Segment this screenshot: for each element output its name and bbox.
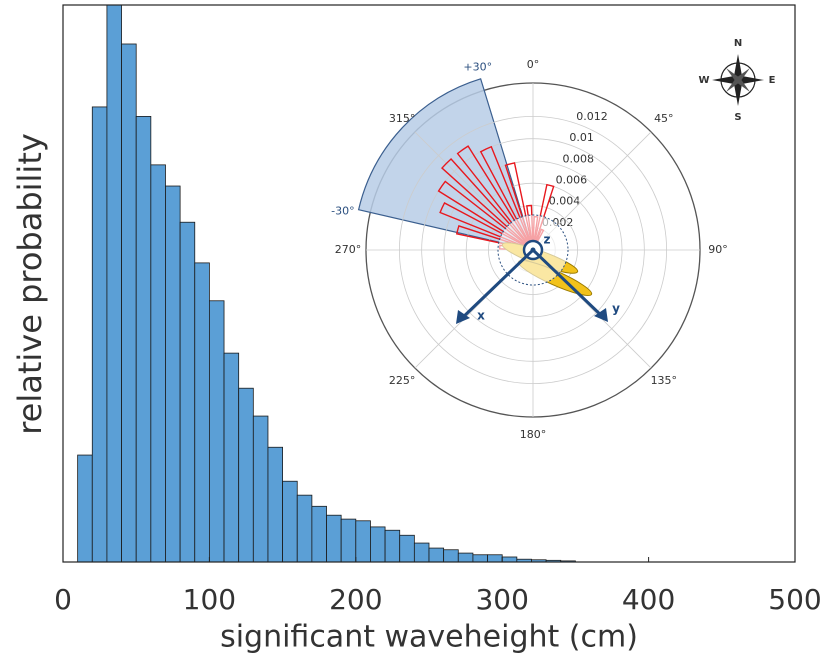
bar: [91, 106, 108, 563]
theta-tick-label: 315°: [389, 112, 416, 125]
polar-bar: [504, 162, 534, 251]
bar: [472, 554, 488, 563]
arrow-head: [594, 308, 608, 322]
sector-label: -30°: [331, 204, 354, 217]
bar: [457, 552, 474, 563]
bar: [238, 387, 254, 563]
r-tick-label: 0.006: [556, 173, 588, 186]
polar-bar: [526, 204, 534, 251]
axis-name: x: [477, 309, 485, 323]
bar: [384, 529, 401, 563]
bar: [282, 480, 298, 563]
bar: [252, 415, 269, 563]
bar: [121, 43, 137, 563]
bar: [135, 116, 152, 563]
axis-name: z: [544, 233, 551, 247]
bar: [443, 549, 459, 563]
bar: [311, 505, 327, 563]
polar-bar: [532, 183, 555, 251]
bar: [487, 554, 503, 563]
compass-label: W: [698, 75, 709, 86]
bar: [413, 542, 430, 563]
bar: [399, 534, 415, 563]
compass-star: [726, 68, 750, 92]
polar-bar: [439, 202, 534, 251]
y-axis-label: relative probability: [11, 133, 49, 435]
theta-tick-label: 270°: [335, 243, 362, 256]
compass-label: N: [734, 38, 742, 49]
x-tick-label: 500: [768, 583, 821, 616]
theta-tick-label: 225°: [389, 374, 416, 387]
x-tick-label: 300: [475, 583, 528, 616]
bar: [326, 514, 342, 563]
compass-label: S: [734, 112, 741, 123]
bar: [428, 547, 445, 563]
bar: [267, 446, 283, 563]
r-tick-label: 0.008: [563, 152, 595, 165]
x-tick-label: 0: [54, 583, 72, 616]
axis-arrow: [458, 248, 535, 322]
bar: [208, 300, 225, 563]
axis-arrow: [531, 248, 606, 320]
sector-label: +30°: [463, 60, 492, 73]
bar: [150, 164, 166, 563]
compass-label: E: [769, 75, 776, 86]
theta-tick-label: 135°: [651, 374, 678, 387]
polar-bar: [479, 145, 534, 251]
bar: [77, 454, 93, 563]
theta-tick-label: 0°: [527, 58, 540, 71]
theta-tick-label: 180°: [520, 428, 547, 441]
compass: N E S W: [698, 38, 775, 123]
arrow-head: [456, 310, 470, 324]
bar: [340, 518, 357, 563]
polar-inset: -30°+30°0.0020.0040.0060.0080.010.0120°4…: [331, 58, 728, 441]
bar: [194, 262, 210, 563]
histogram: 0 100 200 300 400 500: [54, 4, 822, 616]
r-tick-label: 0.004: [549, 195, 581, 208]
axis-name: y: [612, 302, 620, 316]
bar: [501, 556, 518, 563]
polar-bar: [455, 225, 534, 251]
bar: [223, 352, 240, 563]
bar: [106, 4, 122, 563]
x-tick-label: 400: [622, 583, 675, 616]
r-tick-label: 0.012: [576, 110, 608, 123]
plot-frame: [62, 4, 796, 563]
polar-bar: [456, 145, 534, 251]
bar: [296, 494, 313, 563]
r-tick-label: 0.01: [569, 131, 594, 144]
x-axis-label: significant waveheight (cm): [220, 620, 638, 655]
polar-bar: [437, 180, 534, 251]
theta-tick-label: 90°: [708, 243, 728, 256]
theta-tick-label: 45°: [654, 112, 674, 125]
x-tick-label: 100: [183, 583, 236, 616]
bar: [355, 520, 371, 563]
bar: [165, 185, 181, 563]
bar: [370, 526, 386, 563]
polar-bar: [441, 158, 534, 251]
x-tick-label: 200: [329, 583, 382, 616]
bar: [179, 221, 196, 563]
